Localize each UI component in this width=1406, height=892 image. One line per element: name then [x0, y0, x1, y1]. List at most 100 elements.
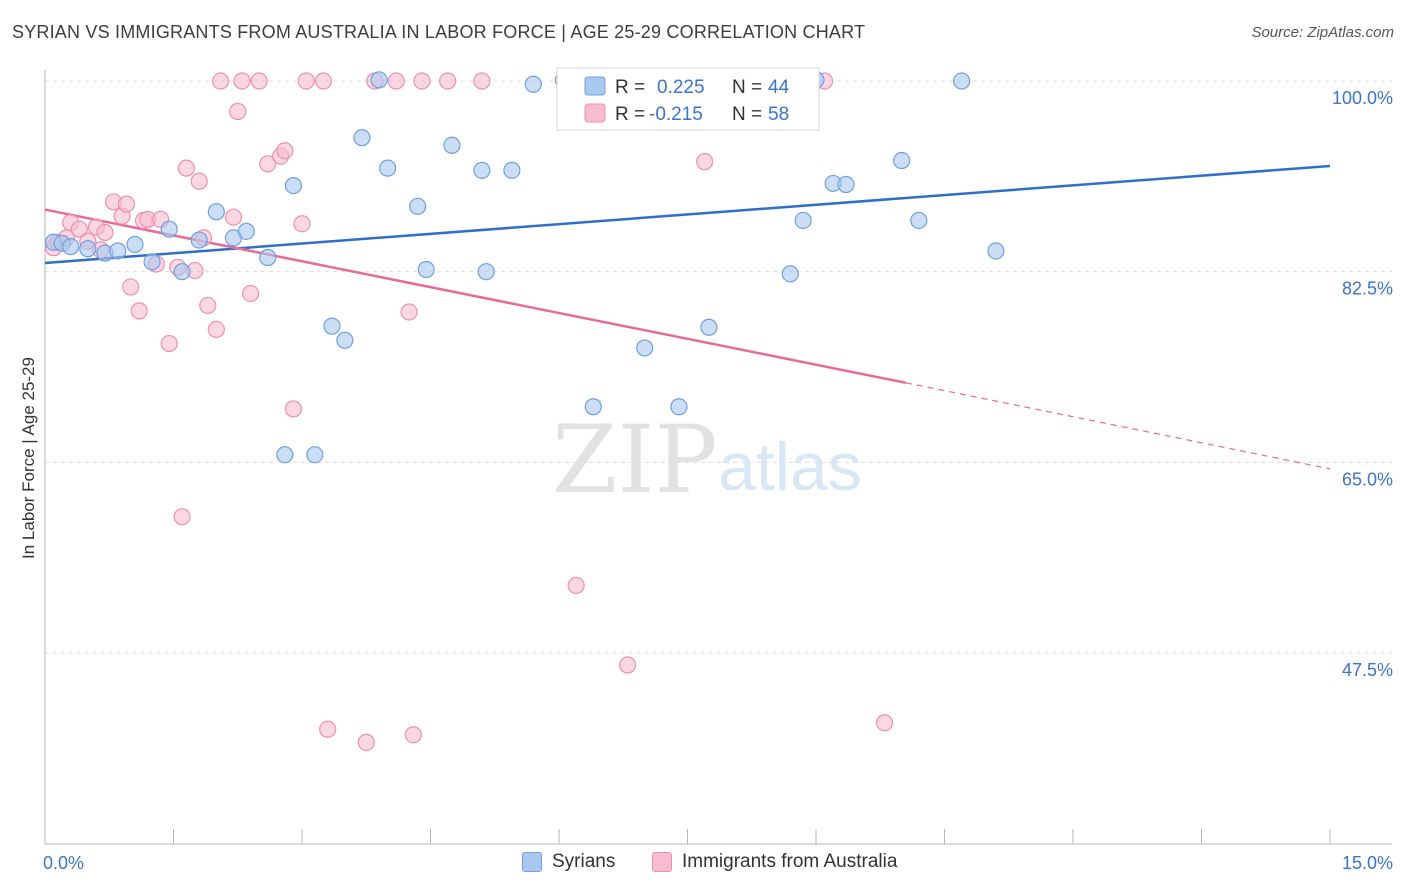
stats-n-value-australia: 58: [768, 104, 789, 125]
legend-label-australia: Immigrants from Australia: [682, 851, 898, 872]
syrians-point: [237, 222, 255, 240]
y-tick-label: 65.0%: [1342, 469, 1393, 489]
chart-legend: Syrians Immigrants from Australia: [0, 851, 1406, 879]
syrians-point: [987, 242, 1005, 260]
grid-layer: [45, 80, 1392, 654]
syrians-point: [417, 260, 435, 279]
syrians-point: [259, 248, 277, 267]
stats-n-value-syrians: 44: [768, 77, 790, 98]
syrians-point: [143, 253, 161, 271]
australia-point: [473, 72, 491, 90]
australia-point: [696, 153, 714, 171]
australia-point: [199, 296, 217, 315]
australia-point: [314, 72, 333, 90]
syrians-point: [503, 161, 521, 179]
syrians-point: [700, 318, 718, 336]
x-tick-label-min: 0.0%: [43, 853, 84, 873]
australia-point: [404, 726, 422, 744]
australia-point: [297, 72, 315, 90]
australia-point: [117, 195, 135, 213]
australia-point: [387, 72, 405, 90]
syrians-point: [794, 211, 812, 230]
australia-point: [875, 714, 894, 732]
chart-title: SYRIAN VS IMMIGRANTS FROM AUSTRALIA IN L…: [12, 22, 866, 42]
australia-point: [130, 302, 148, 320]
stats-n-label-syrians: N =: [732, 77, 762, 98]
y-axis-title-layer: In Labor Force | Age 25-29: [19, 357, 38, 559]
australia-point: [242, 284, 260, 303]
syrians-point: [584, 398, 602, 416]
australia-point: [70, 220, 88, 238]
syrians-point: [160, 220, 178, 238]
syrians-point: [379, 159, 397, 177]
australia-point: [212, 72, 230, 90]
australia-point: [567, 576, 585, 595]
legend-item-australia[interactable]: Immigrants from Australia: [652, 851, 897, 873]
syrians-point: [353, 129, 371, 147]
syrians-point: [781, 265, 799, 283]
stats-swatch-syrians: [584, 76, 606, 96]
australia-point: [190, 172, 208, 190]
syrians-point: [62, 238, 80, 256]
syrians-point: [477, 263, 495, 281]
australia-point: [224, 208, 243, 226]
syrians-point: [284, 176, 303, 195]
syrians-point: [173, 263, 191, 281]
australia-point: [96, 223, 114, 242]
trend-layer: [44, 164, 1331, 470]
legend-swatch-syrians: [522, 852, 542, 872]
points-layer: [44, 71, 1005, 751]
australia-point: [122, 278, 140, 296]
legend-swatch-australia: [652, 852, 672, 872]
australia-point: [233, 72, 251, 90]
australia-point: [357, 733, 375, 751]
syrians-point: [109, 242, 127, 260]
syrians-point: [409, 197, 427, 215]
syrians-point: [953, 72, 971, 90]
syrians-point: [207, 203, 225, 221]
syrians-trend-line: [44, 164, 1331, 265]
australia-point: [177, 159, 195, 177]
y-tick-label: 100.0%: [1332, 88, 1393, 108]
australia-trend-line-dashed: [905, 382, 1331, 470]
y-tick-label: 82.5%: [1342, 279, 1393, 299]
watermark-atlas: atlas: [718, 429, 862, 505]
syrians-point: [670, 398, 688, 416]
syrians-point: [79, 240, 97, 258]
syrians-point: [276, 446, 294, 464]
syrians-point: [370, 71, 388, 89]
stats-n-label-australia: N =: [732, 104, 762, 125]
syrians-point: [443, 136, 461, 154]
source-attribution: Source: ZipAtlas.com: [1251, 24, 1394, 41]
australia-trend-line: [44, 208, 907, 385]
syrians-point: [323, 317, 341, 335]
australia-point: [173, 508, 191, 526]
watermark-zip: ZIP: [552, 406, 718, 515]
australia-point: [229, 102, 247, 121]
stats-box: R = 0.225 N = 44 R = -0.215 N = 58: [556, 67, 820, 131]
syrians-point: [336, 331, 354, 349]
y-tick-label: 47.5%: [1342, 660, 1393, 680]
y-axis-title: In Labor Force | Age 25-29: [19, 357, 38, 559]
australia-point: [293, 215, 311, 233]
watermark: ZIP atlas: [552, 406, 862, 515]
stats-r-label-syrians: R =: [615, 77, 645, 98]
stats-r-value-syrians: 0.225: [657, 77, 705, 98]
australia-point: [413, 72, 431, 90]
australia-point: [250, 72, 268, 90]
syrians-point: [893, 151, 911, 170]
syrians-point: [190, 231, 208, 249]
australia-point: [400, 303, 418, 321]
australia-point: [276, 142, 294, 160]
syrians-point: [910, 211, 928, 230]
australia-point: [319, 720, 337, 738]
legend-item-syrians[interactable]: Syrians: [522, 851, 615, 873]
stats-swatch-australia: [584, 103, 606, 123]
syrians-point: [524, 75, 542, 93]
syrians-point: [837, 175, 855, 194]
syrians-point: [306, 446, 324, 464]
axis-layer: 100.0% 82.5% 65.0% 47.5% 0.0% 15.0%: [43, 70, 1393, 873]
stats-r-label-australia: R =: [615, 104, 645, 125]
x-tick-label-max: 15.0%: [1342, 853, 1393, 873]
australia-point: [207, 320, 225, 339]
